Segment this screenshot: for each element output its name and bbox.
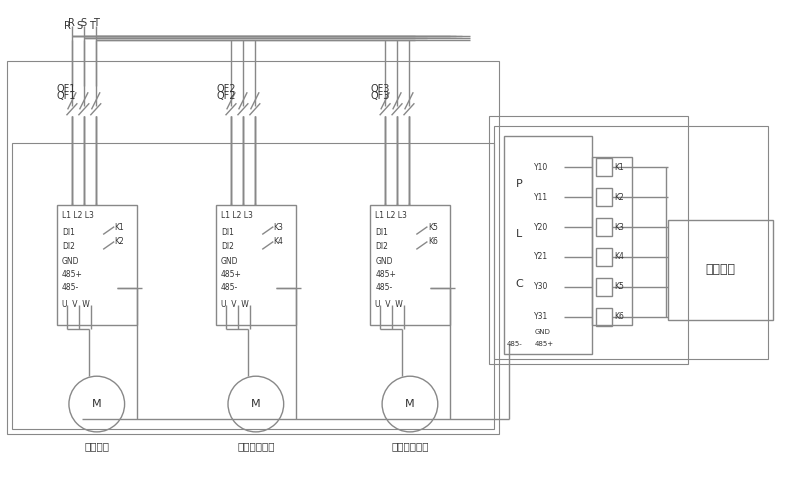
Text: 底座电机: 底座电机	[84, 441, 110, 451]
Text: 485-: 485-	[62, 283, 79, 292]
Text: T: T	[89, 21, 94, 31]
Text: K3: K3	[614, 223, 624, 231]
Text: L1 L2 L3: L1 L2 L3	[221, 211, 253, 220]
Text: Y10: Y10	[534, 163, 549, 172]
Text: Y11: Y11	[534, 193, 548, 202]
Text: GND: GND	[534, 329, 550, 336]
Text: DI1: DI1	[375, 228, 388, 237]
Text: DI2: DI2	[375, 242, 388, 252]
Text: L1 L2 L3: L1 L2 L3	[375, 211, 407, 220]
Text: R: R	[69, 18, 75, 28]
Text: 485-: 485-	[221, 283, 238, 292]
Text: QF1: QF1	[57, 84, 76, 94]
Text: Y30: Y30	[534, 282, 549, 291]
Text: S: S	[81, 18, 87, 28]
Text: K2: K2	[114, 238, 125, 247]
Text: DI2: DI2	[62, 242, 75, 252]
Text: Y31: Y31	[534, 312, 549, 321]
Text: M: M	[92, 399, 102, 409]
Text: K1: K1	[614, 163, 623, 172]
Text: K6: K6	[614, 312, 624, 321]
Text: 485+: 485+	[534, 341, 554, 348]
Text: 485-: 485-	[506, 341, 522, 348]
Text: QF3: QF3	[370, 84, 390, 94]
Text: QF1: QF1	[57, 91, 76, 101]
Text: M: M	[251, 399, 261, 409]
Text: K4: K4	[614, 252, 624, 262]
Text: S: S	[77, 21, 83, 31]
Text: 移动转盘电机: 移动转盘电机	[391, 441, 429, 451]
Text: 485+: 485+	[221, 270, 242, 279]
Text: R: R	[65, 21, 71, 31]
Text: GND: GND	[221, 257, 238, 266]
Text: GND: GND	[62, 257, 79, 266]
Text: 485+: 485+	[62, 270, 83, 279]
Text: K5: K5	[614, 282, 624, 291]
Text: Y20: Y20	[534, 223, 549, 231]
Text: Y21: Y21	[534, 252, 548, 262]
Text: QF3: QF3	[370, 91, 390, 101]
Text: L1 L2 L3: L1 L2 L3	[62, 211, 94, 220]
Text: 485+: 485+	[375, 270, 396, 279]
Text: DI2: DI2	[221, 242, 234, 252]
Text: M: M	[405, 399, 414, 409]
Text: K1: K1	[114, 223, 125, 231]
Text: QF2: QF2	[216, 91, 235, 101]
Text: U  V  W: U V W	[221, 300, 249, 309]
Text: K2: K2	[614, 193, 623, 202]
Text: P: P	[516, 179, 522, 189]
Text: DI1: DI1	[62, 228, 75, 237]
Text: 固定转盘电机: 固定转盘电机	[237, 441, 274, 451]
Text: C: C	[515, 279, 523, 289]
Text: DI1: DI1	[221, 228, 234, 237]
Text: QF2: QF2	[216, 84, 235, 94]
Text: K5: K5	[428, 223, 438, 231]
Text: 人机界面: 人机界面	[706, 264, 736, 276]
Text: GND: GND	[375, 257, 393, 266]
Text: K3: K3	[274, 223, 284, 231]
Text: K4: K4	[274, 238, 284, 247]
Text: L: L	[516, 229, 522, 239]
Text: T: T	[93, 18, 98, 28]
Text: K6: K6	[428, 238, 438, 247]
Text: U  V  W: U V W	[62, 300, 90, 309]
Text: U  V  W: U V W	[375, 300, 403, 309]
Text: 485-: 485-	[375, 283, 392, 292]
